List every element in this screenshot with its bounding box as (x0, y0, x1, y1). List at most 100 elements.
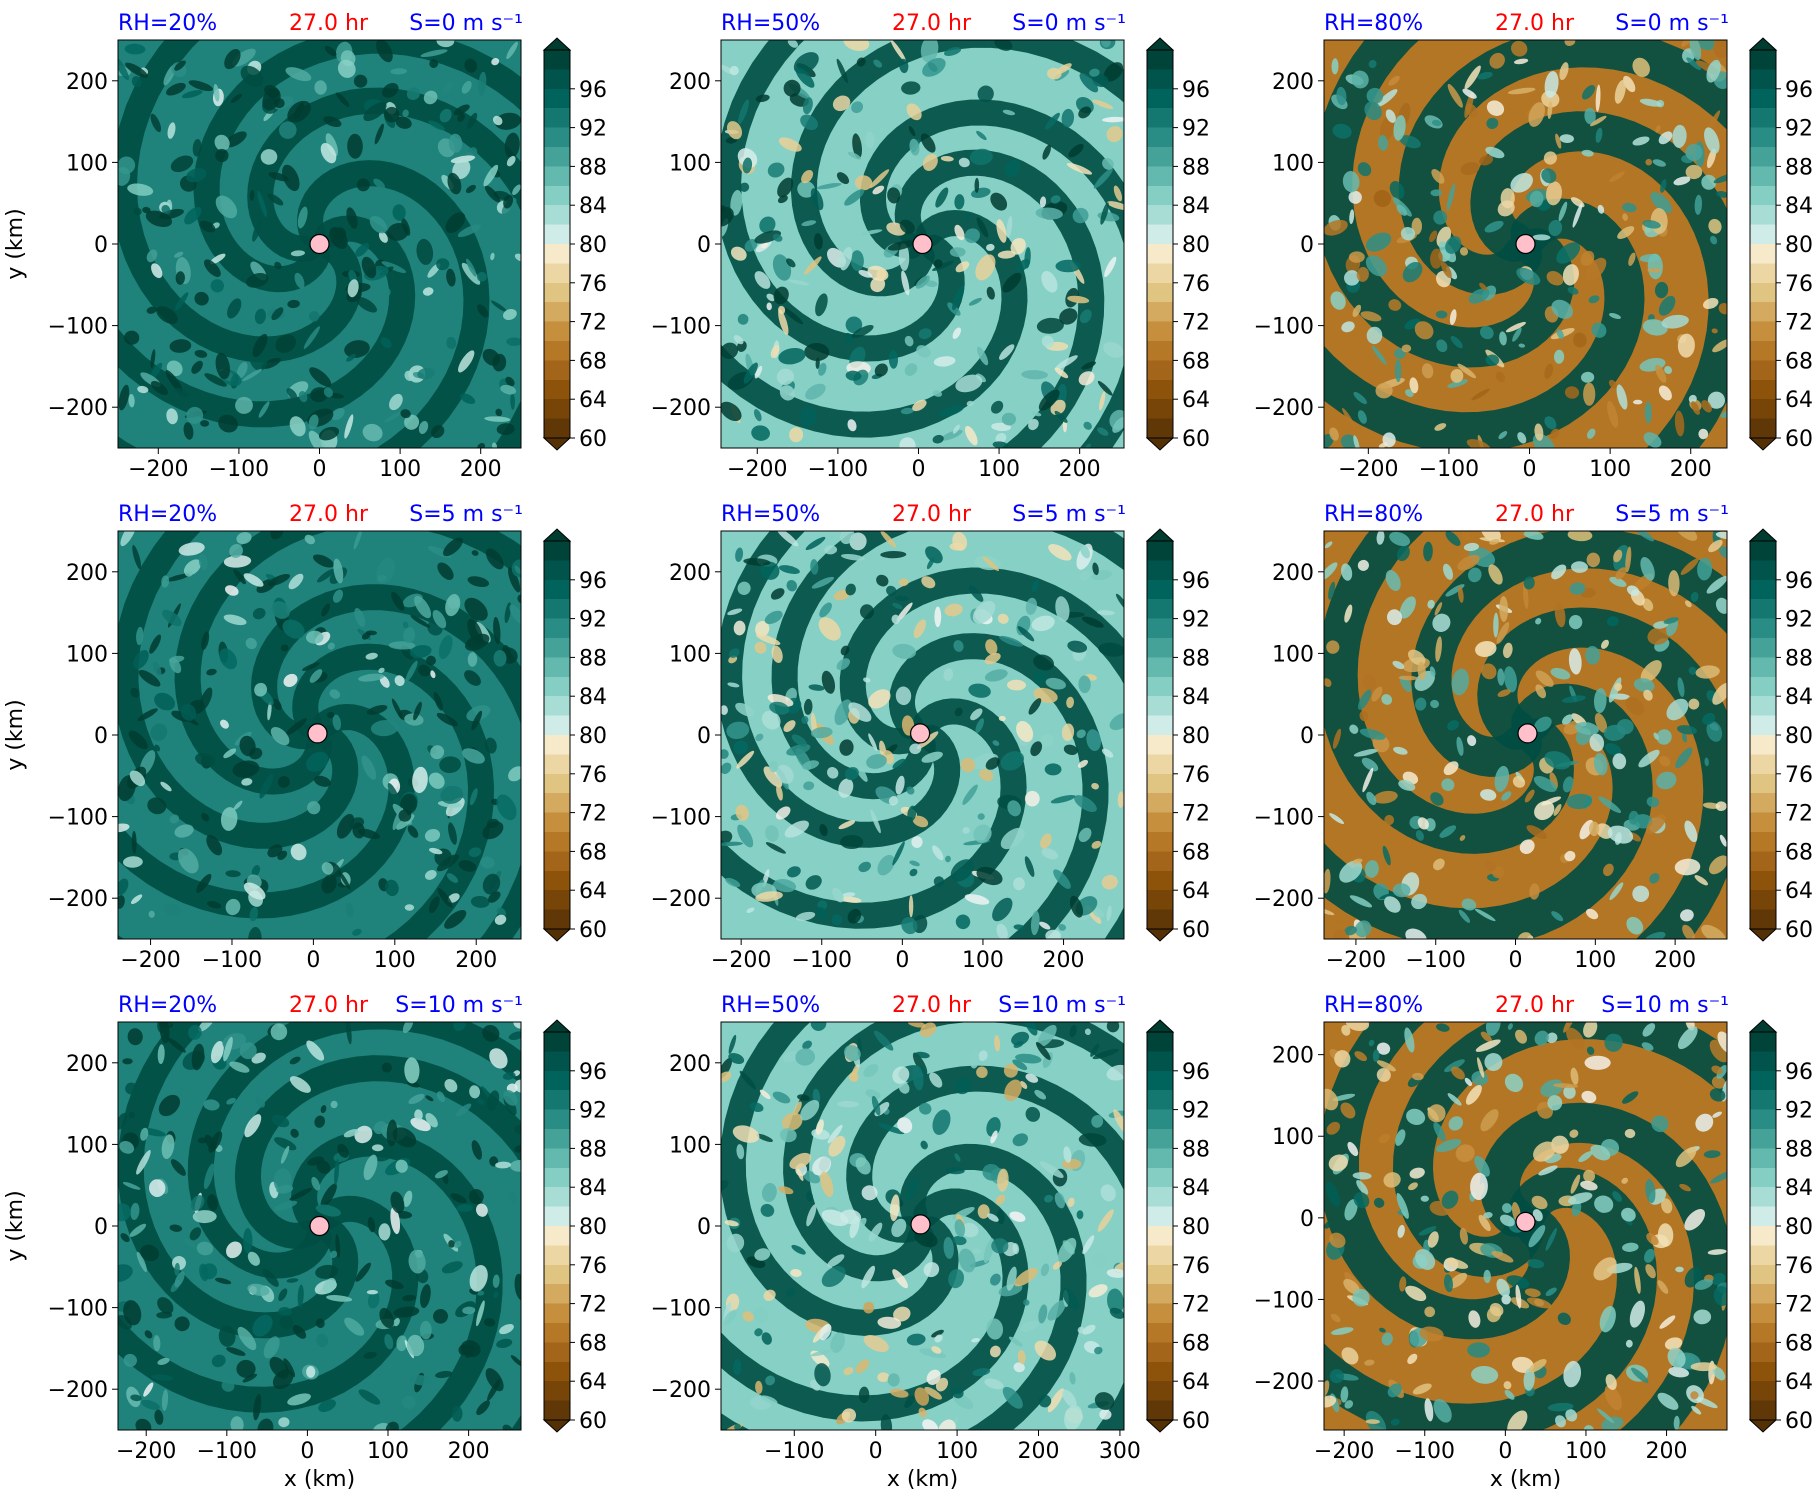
x-tick-label: 0 (911, 457, 925, 482)
x-tick-label: −200 (711, 948, 771, 973)
y-tick-label: 100 (669, 642, 711, 667)
y-tick-label: 100 (1272, 1125, 1314, 1150)
colorbar-tick-label: 80 (1785, 1215, 1813, 1240)
colorbar-tick-label: 84 (579, 685, 607, 710)
colorbar-extend-max (1145, 528, 1175, 542)
colorbar-extend-min (1748, 928, 1778, 942)
humidity-field (721, 1022, 1124, 1430)
colorbar-tick-label: 76 (1785, 763, 1813, 788)
colorbar-tick-label: 76 (1182, 272, 1210, 297)
shear-label: S=5 m s⁻¹ (1615, 502, 1729, 527)
storm-center-marker (1515, 233, 1536, 255)
y-tick-label: 200 (66, 561, 108, 586)
colorbar-body (1749, 540, 1777, 930)
y-tick-label: 100 (66, 151, 108, 176)
axes-frame (1323, 1021, 1728, 1431)
colorbar-tick-label: 80 (579, 1215, 607, 1240)
colorbar-extend-min (1145, 1419, 1175, 1433)
y-tick-label: 0 (1300, 1207, 1314, 1232)
colorbar-extend-max (1145, 37, 1175, 51)
colorbar-tick-label: 92 (579, 117, 607, 142)
panel-3-1: −200 −100 0 100 200 200 100 0 −100 −200 y (km) x (k… (3, 993, 607, 1492)
colorbar-extend-max (542, 528, 572, 542)
colorbar-tick-label: 96 (1182, 1060, 1210, 1085)
colorbar-tick-label: 72 (1182, 802, 1210, 827)
y-tick-label: 0 (1300, 233, 1314, 258)
y-axis-label: y (km) (3, 1190, 28, 1261)
colorbar-tick-label: 92 (1182, 608, 1210, 633)
colorbar-tick-label: 84 (1182, 194, 1210, 219)
shear-label: S=0 m s⁻¹ (409, 11, 523, 36)
colorbar-tick-label: 80 (1182, 233, 1210, 258)
x-tick-label: 100 (374, 948, 416, 973)
colorbar-tick-label: 68 (1182, 1331, 1210, 1356)
colorbar-tick-label: 80 (579, 724, 607, 749)
colorbar: 60 64 68 72 76 80 84 88 92 96 (1145, 528, 1210, 943)
x-tick-label: −200 (1338, 457, 1398, 482)
colorbar-tick-label: 96 (579, 78, 607, 103)
storm-center-marker (309, 1215, 330, 1237)
x-tick-label: −100 (1419, 457, 1479, 482)
colorbar-tick-label: 80 (1182, 1215, 1210, 1240)
time-label: 27.0 hr (892, 993, 972, 1018)
colorbar-tick-label: 92 (1182, 117, 1210, 142)
colorbar-tick-label: 72 (1182, 1293, 1210, 1318)
x-tick-label: 200 (1646, 1439, 1688, 1464)
x-tick-label: −200 (1326, 948, 1386, 973)
colorbar-tick-label: 60 (1182, 918, 1210, 943)
colorbar-tick-label: 80 (1182, 724, 1210, 749)
colorbar-tick-label: 76 (1785, 1254, 1813, 1279)
colorbar-tick-label: 68 (579, 1331, 607, 1356)
x-tick-label: 0 (1509, 948, 1523, 973)
colorbar-tick-label: 68 (1785, 1331, 1813, 1356)
colorbar-extend-min (1748, 437, 1778, 451)
colorbar-tick-label: 64 (1182, 388, 1210, 413)
colorbar-tick-label: 68 (579, 840, 607, 865)
x-tick-label: 200 (1059, 457, 1101, 482)
panel-1-3: −200 −100 0 100 200 200 100 0 −100 −200 RH=80% 27.0… (1254, 11, 1813, 482)
y-tick-label: −100 (651, 806, 711, 831)
y-tick-label: 0 (94, 233, 108, 258)
colorbar-tick-label: 76 (1182, 763, 1210, 788)
shear-label: S=5 m s⁻¹ (409, 502, 523, 527)
colorbar-tick-label: 96 (1785, 569, 1813, 594)
y-tick-label: −200 (1254, 887, 1314, 912)
x-tick-label: −100 (808, 457, 868, 482)
colorbar-tick-label: 84 (1785, 194, 1813, 219)
x-tick-label: 200 (455, 948, 497, 973)
colorbar-tick-label: 76 (1785, 272, 1813, 297)
colorbar-tick-label: 96 (579, 1060, 607, 1085)
x-tick-label: 200 (1018, 1439, 1060, 1464)
humidity-field (721, 531, 1124, 939)
x-tick-label: −100 (209, 457, 269, 482)
colorbar-tick-label: 68 (1182, 840, 1210, 865)
y-tick-label: −200 (48, 396, 108, 421)
y-tick-label: −100 (1254, 806, 1314, 831)
time-label: 27.0 hr (1495, 11, 1575, 36)
storm-center-marker (910, 1214, 931, 1235)
x-tick-label: −100 (1395, 1439, 1455, 1464)
y-tick-label: −100 (651, 315, 711, 340)
x-tick-label: −100 (1406, 948, 1466, 973)
colorbar-tick-label: 92 (1785, 1099, 1813, 1124)
y-tick-label: 200 (1272, 561, 1314, 586)
colorbar-tick-label: 84 (579, 1176, 607, 1201)
y-axis-label: y (km) (3, 208, 28, 279)
y-axis-label: y (km) (3, 699, 28, 770)
colorbar-extend-min (542, 437, 572, 451)
colorbar-tick-label: 68 (1785, 840, 1813, 865)
y-tick-label: 100 (66, 642, 108, 667)
storm-center-marker (309, 233, 330, 255)
time-label: 27.0 hr (892, 11, 972, 36)
colorbar-tick-label: 72 (579, 311, 607, 336)
panel-3-3: −200 −100 0 100 200 200 100 0 −100 −200 x (km) RH=8… (1254, 993, 1813, 1492)
x-tick-label: −200 (120, 948, 180, 973)
colorbar-tick-label: 88 (579, 646, 607, 671)
colorbar-tick-label: 76 (579, 763, 607, 788)
x-tick-label: −100 (792, 948, 852, 973)
colorbar-extend-min (1145, 437, 1175, 451)
shear-label: S=0 m s⁻¹ (1012, 11, 1126, 36)
colorbar-tick-label: 60 (1785, 918, 1813, 943)
